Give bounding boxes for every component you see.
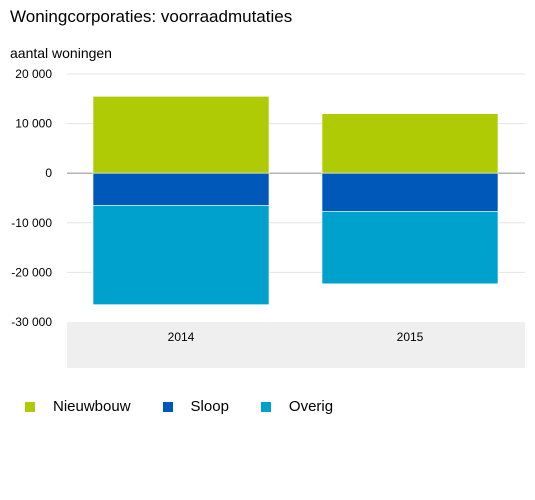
- legend-label: Sloop: [190, 398, 229, 415]
- bar-sloop-2014[interactable]: [92, 172, 270, 206]
- bar-nieuwbouw-2014[interactable]: [92, 96, 270, 174]
- legend-swatch: [260, 401, 271, 412]
- legend-label: Nieuwbouw: [53, 398, 131, 415]
- y-tick-label: 0: [45, 166, 52, 180]
- bar-nieuwbouw-2015[interactable]: [321, 113, 499, 174]
- legend-item-overig[interactable]: Overig: [260, 398, 334, 415]
- chart-title: Woningcorporaties: voorraadmutaties: [10, 7, 293, 26]
- legend-item-sloop[interactable]: Sloop: [162, 398, 229, 415]
- x-tick-label: 2015: [397, 330, 424, 344]
- legend-label: Overig: [288, 398, 334, 415]
- y-tick-label: 20 000: [15, 67, 52, 81]
- bar-overig-2014[interactable]: [92, 205, 270, 305]
- legend-item-nieuwbouw[interactable]: Nieuwbouw: [25, 398, 131, 415]
- legend-swatch: [162, 401, 173, 412]
- legend: Nieuwbouw Sloop Overig: [25, 398, 365, 415]
- y-tick-label: -20 000: [11, 265, 52, 279]
- y-tick-label: -30 000: [11, 315, 52, 329]
- y-tick-label: -10 000: [11, 216, 52, 230]
- legend-swatch: [25, 401, 35, 412]
- y-tick-label: 10 000: [15, 117, 52, 131]
- x-tick-label: 2014: [168, 330, 195, 344]
- stacked-bar-chart: 20 000 10 000 0 -10 000 -20 000 -30 000 2014 2…: [11, 67, 525, 368]
- y-axis-unit-label: aantal woningen: [10, 45, 112, 61]
- x-axis-band: [67, 322, 525, 368]
- bar-sloop-2015[interactable]: [321, 172, 499, 212]
- bar-overig-2015[interactable]: [321, 211, 499, 285]
